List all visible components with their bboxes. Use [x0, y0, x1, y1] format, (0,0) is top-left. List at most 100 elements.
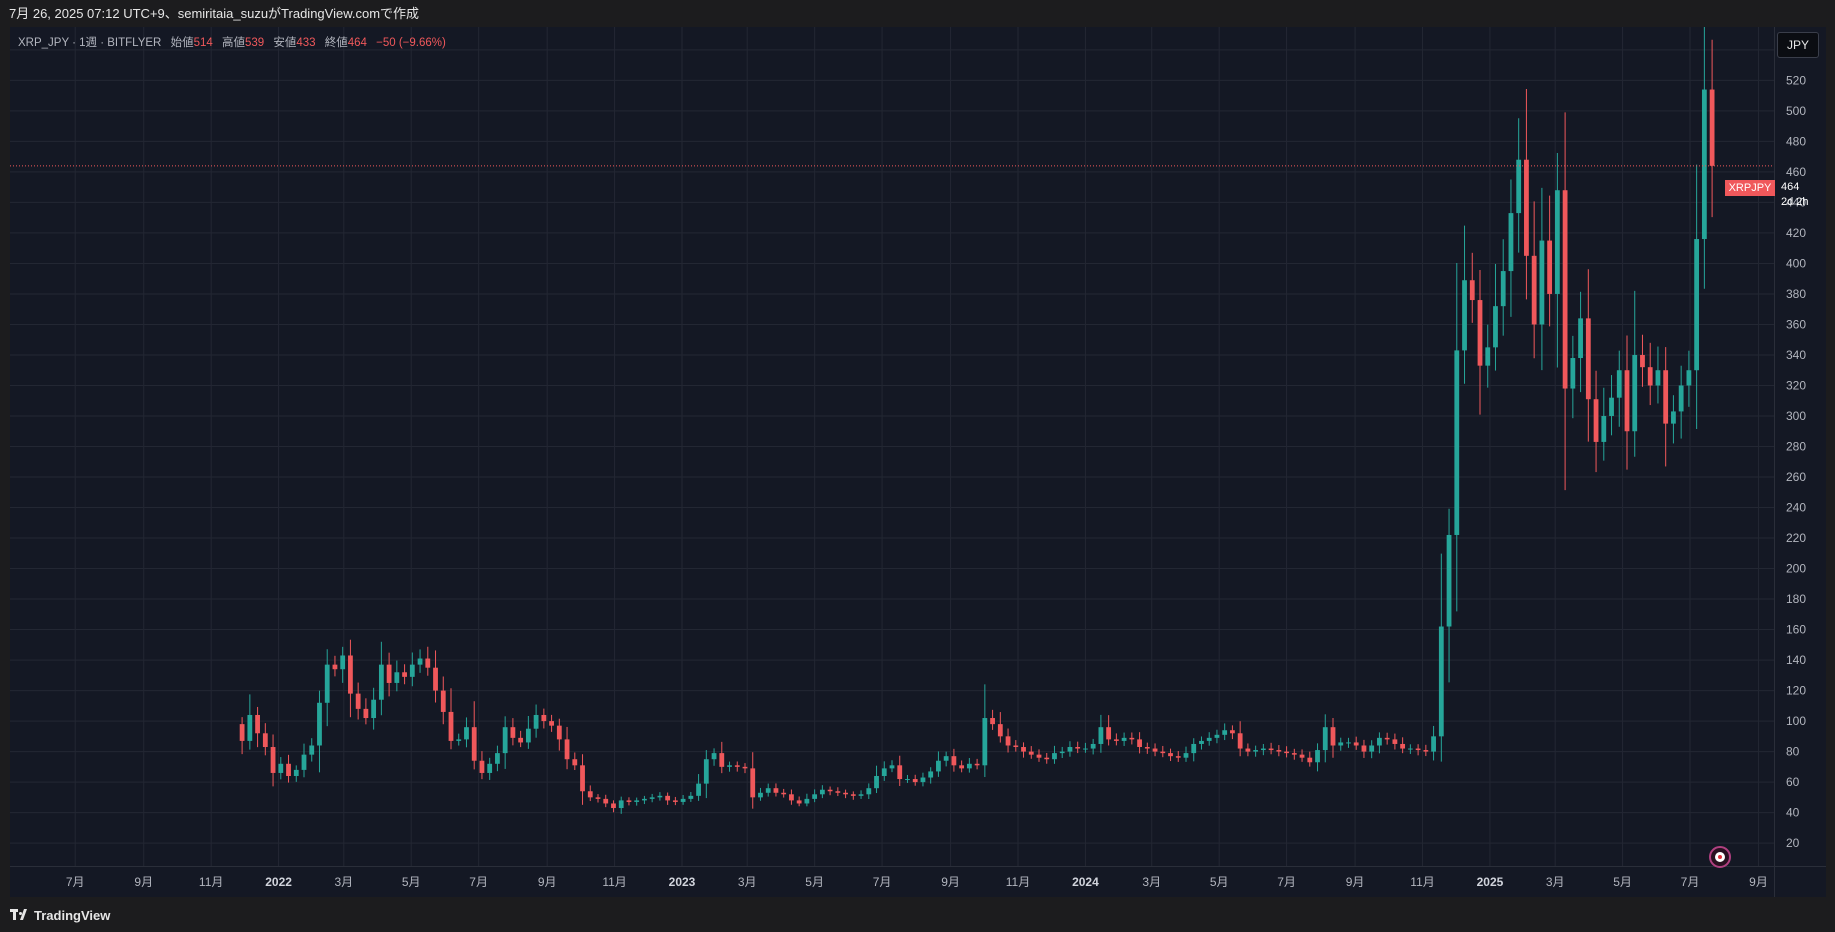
y-tick-label: 420 — [1786, 226, 1806, 240]
candle-body — [1199, 740, 1204, 744]
candle-body — [1493, 306, 1498, 348]
candle-body — [951, 756, 957, 766]
candle-body — [1431, 736, 1436, 752]
y-tick-label: 280 — [1786, 440, 1806, 454]
candle-body — [1168, 753, 1173, 757]
y-tick-label: 480 — [1786, 134, 1806, 148]
candle-body — [1678, 385, 1684, 412]
scroll-to-realtime-icon[interactable] — [1709, 846, 1731, 868]
y-tick-label: 400 — [1786, 256, 1806, 270]
y-tick-label: 80 — [1786, 745, 1800, 759]
x-tick-label: 11月 — [602, 875, 626, 889]
candle-body — [905, 779, 910, 781]
x-tick-label: 2023 — [669, 875, 696, 889]
candle-body — [1423, 750, 1429, 752]
candle-body — [1307, 757, 1313, 763]
candle-body — [1028, 751, 1034, 755]
candle-body — [850, 794, 856, 796]
footer-bar: TradingView — [0, 899, 1835, 932]
y-tick-label: 520 — [1786, 73, 1806, 87]
candle-body — [1539, 240, 1545, 325]
candle-body — [920, 777, 926, 783]
candle-body — [1090, 743, 1096, 749]
y-tick-label: 300 — [1786, 409, 1806, 423]
x-tick-label: 11月 — [1410, 875, 1434, 889]
x-tick-label: 2025 — [1477, 875, 1504, 889]
candle-body — [595, 797, 601, 799]
y-tick-label: 140 — [1786, 653, 1806, 667]
candle-body — [1083, 748, 1088, 750]
x-tick-label: 7月 — [1681, 875, 1700, 889]
y-tick-label: 60 — [1786, 775, 1800, 789]
candle-body — [773, 788, 779, 793]
tradingview-logo[interactable]: TradingView — [10, 908, 110, 923]
candle-body — [1338, 742, 1344, 746]
candle-body — [1144, 747, 1150, 749]
candle-body — [1005, 736, 1011, 746]
candle-body — [1516, 159, 1522, 214]
candle-body — [1129, 737, 1135, 740]
candle-body — [881, 768, 887, 776]
y-tick-label: 440 — [1786, 195, 1806, 209]
candle-body — [789, 794, 794, 801]
legend-high-value: 539 — [244, 37, 265, 49]
candle-body — [1616, 370, 1622, 398]
candle-body — [556, 725, 562, 740]
candle-body — [286, 763, 291, 776]
candle-body — [1183, 753, 1189, 758]
candle-body — [966, 763, 972, 769]
candle-body — [1044, 757, 1050, 760]
candlestick-chart[interactable]: 20 40 60 80 100 120 140 160 180 200 220 240 260 280 30… — [10, 27, 1826, 897]
candle-body — [464, 727, 469, 740]
chart-caption: 7月 26, 2025 07:12 UTC+9、semiritaia_suzuが… — [9, 6, 420, 21]
y-tick-label: 220 — [1786, 531, 1806, 545]
candle-body — [1353, 742, 1359, 746]
candle-body — [340, 655, 346, 670]
candle-body — [1531, 255, 1537, 325]
candle-body — [703, 759, 709, 784]
x-tick-label: 9月 — [538, 875, 557, 889]
candle-body — [1601, 415, 1607, 442]
candle-body — [1547, 240, 1553, 294]
candle-body — [1438, 626, 1444, 737]
candle-body — [936, 760, 941, 772]
candle-body — [1121, 737, 1127, 741]
currency-button[interactable]: JPY — [1777, 32, 1819, 58]
candle-body — [642, 798, 647, 801]
legend-low-label: 安値 — [273, 37, 297, 49]
legend-open-label: 始値 — [170, 37, 194, 49]
candle-body — [1214, 734, 1220, 738]
candle-body — [1330, 727, 1336, 746]
candle-body — [1113, 739, 1119, 741]
candle-body — [649, 797, 655, 799]
y-tick-label: 200 — [1786, 562, 1806, 576]
candle-body — [696, 783, 701, 796]
x-tick-label: 11月 — [199, 875, 223, 889]
candle-body — [1477, 300, 1483, 366]
candle-body — [943, 756, 949, 761]
candle-body — [533, 714, 539, 729]
x-tick-label: 9月 — [134, 875, 153, 889]
candle-body — [1384, 737, 1390, 740]
y-tick-label: 120 — [1786, 684, 1806, 698]
candle-body — [1021, 747, 1026, 752]
x-tick-label: 5月 — [402, 875, 421, 889]
y-tick-label: 260 — [1786, 470, 1806, 484]
tradingview-brand: TradingView — [34, 908, 111, 923]
candle-body — [1059, 751, 1065, 754]
candle-body — [758, 792, 763, 798]
x-tick-label: 9月 — [1346, 875, 1365, 889]
candle-body — [1230, 730, 1235, 734]
candle-body — [804, 798, 810, 804]
candle-body — [239, 724, 245, 741]
candle-body — [835, 791, 841, 793]
legend-symbol: XRP_JPY · 1週 · BITFLYER — [18, 37, 162, 49]
x-tick-label: 3月 — [334, 875, 353, 889]
candle-body — [1655, 370, 1661, 386]
candle-body — [1694, 239, 1700, 371]
legend-high-label: 高値 — [221, 37, 245, 49]
candle-body — [812, 794, 818, 799]
candle-body — [719, 753, 725, 767]
y-tick-label: 180 — [1786, 592, 1806, 606]
candle-body — [1191, 743, 1197, 754]
